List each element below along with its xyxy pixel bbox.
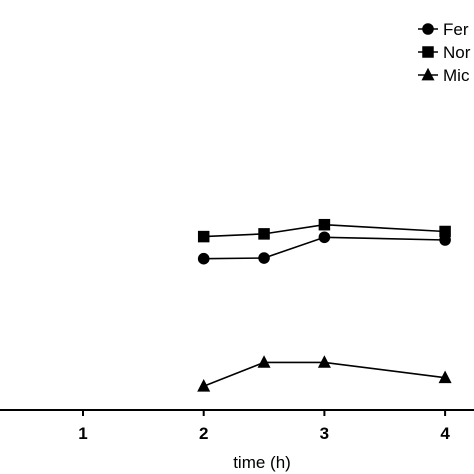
data-point-circle	[258, 252, 270, 264]
data-point-square	[258, 228, 270, 240]
data-point-triangle	[438, 370, 452, 384]
legend-label: Fer	[443, 20, 469, 39]
data-point-square	[439, 225, 451, 238]
data-point-square	[197, 230, 210, 243]
data-point-triangle	[257, 355, 271, 368]
data-point-triangle	[317, 355, 331, 368]
series-line	[203, 236, 446, 260]
series-line	[203, 223, 446, 238]
x-tick-label: 4	[440, 424, 450, 443]
legend-marker-circle	[422, 23, 434, 35]
series-triangle	[197, 355, 452, 392]
x-tick-label: 2	[199, 424, 208, 443]
data-point-square	[318, 218, 331, 231]
series-layer	[197, 218, 452, 392]
legend-marker-triangle	[421, 67, 435, 81]
series-square	[197, 218, 451, 243]
legend-label: Mic	[443, 66, 470, 85]
legend-marker-square	[422, 46, 434, 58]
x-tick-label: 3	[320, 424, 329, 443]
x-axis-label: time (h)	[233, 453, 291, 472]
data-point-triangle	[197, 379, 211, 392]
axes: 1 2 3 4	[0, 409, 474, 443]
legend: Fer Nor Mic	[418, 20, 471, 85]
legend-item: Fer	[418, 20, 469, 39]
series-line	[203, 361, 446, 387]
legend-item: Nor	[418, 43, 471, 62]
data-point-circle	[197, 252, 210, 265]
data-point-circle	[318, 231, 331, 244]
series-circle	[197, 231, 451, 265]
x-tick-label: 1	[78, 424, 87, 443]
legend-item: Mic	[418, 66, 470, 85]
legend-label: Nor	[443, 43, 471, 62]
